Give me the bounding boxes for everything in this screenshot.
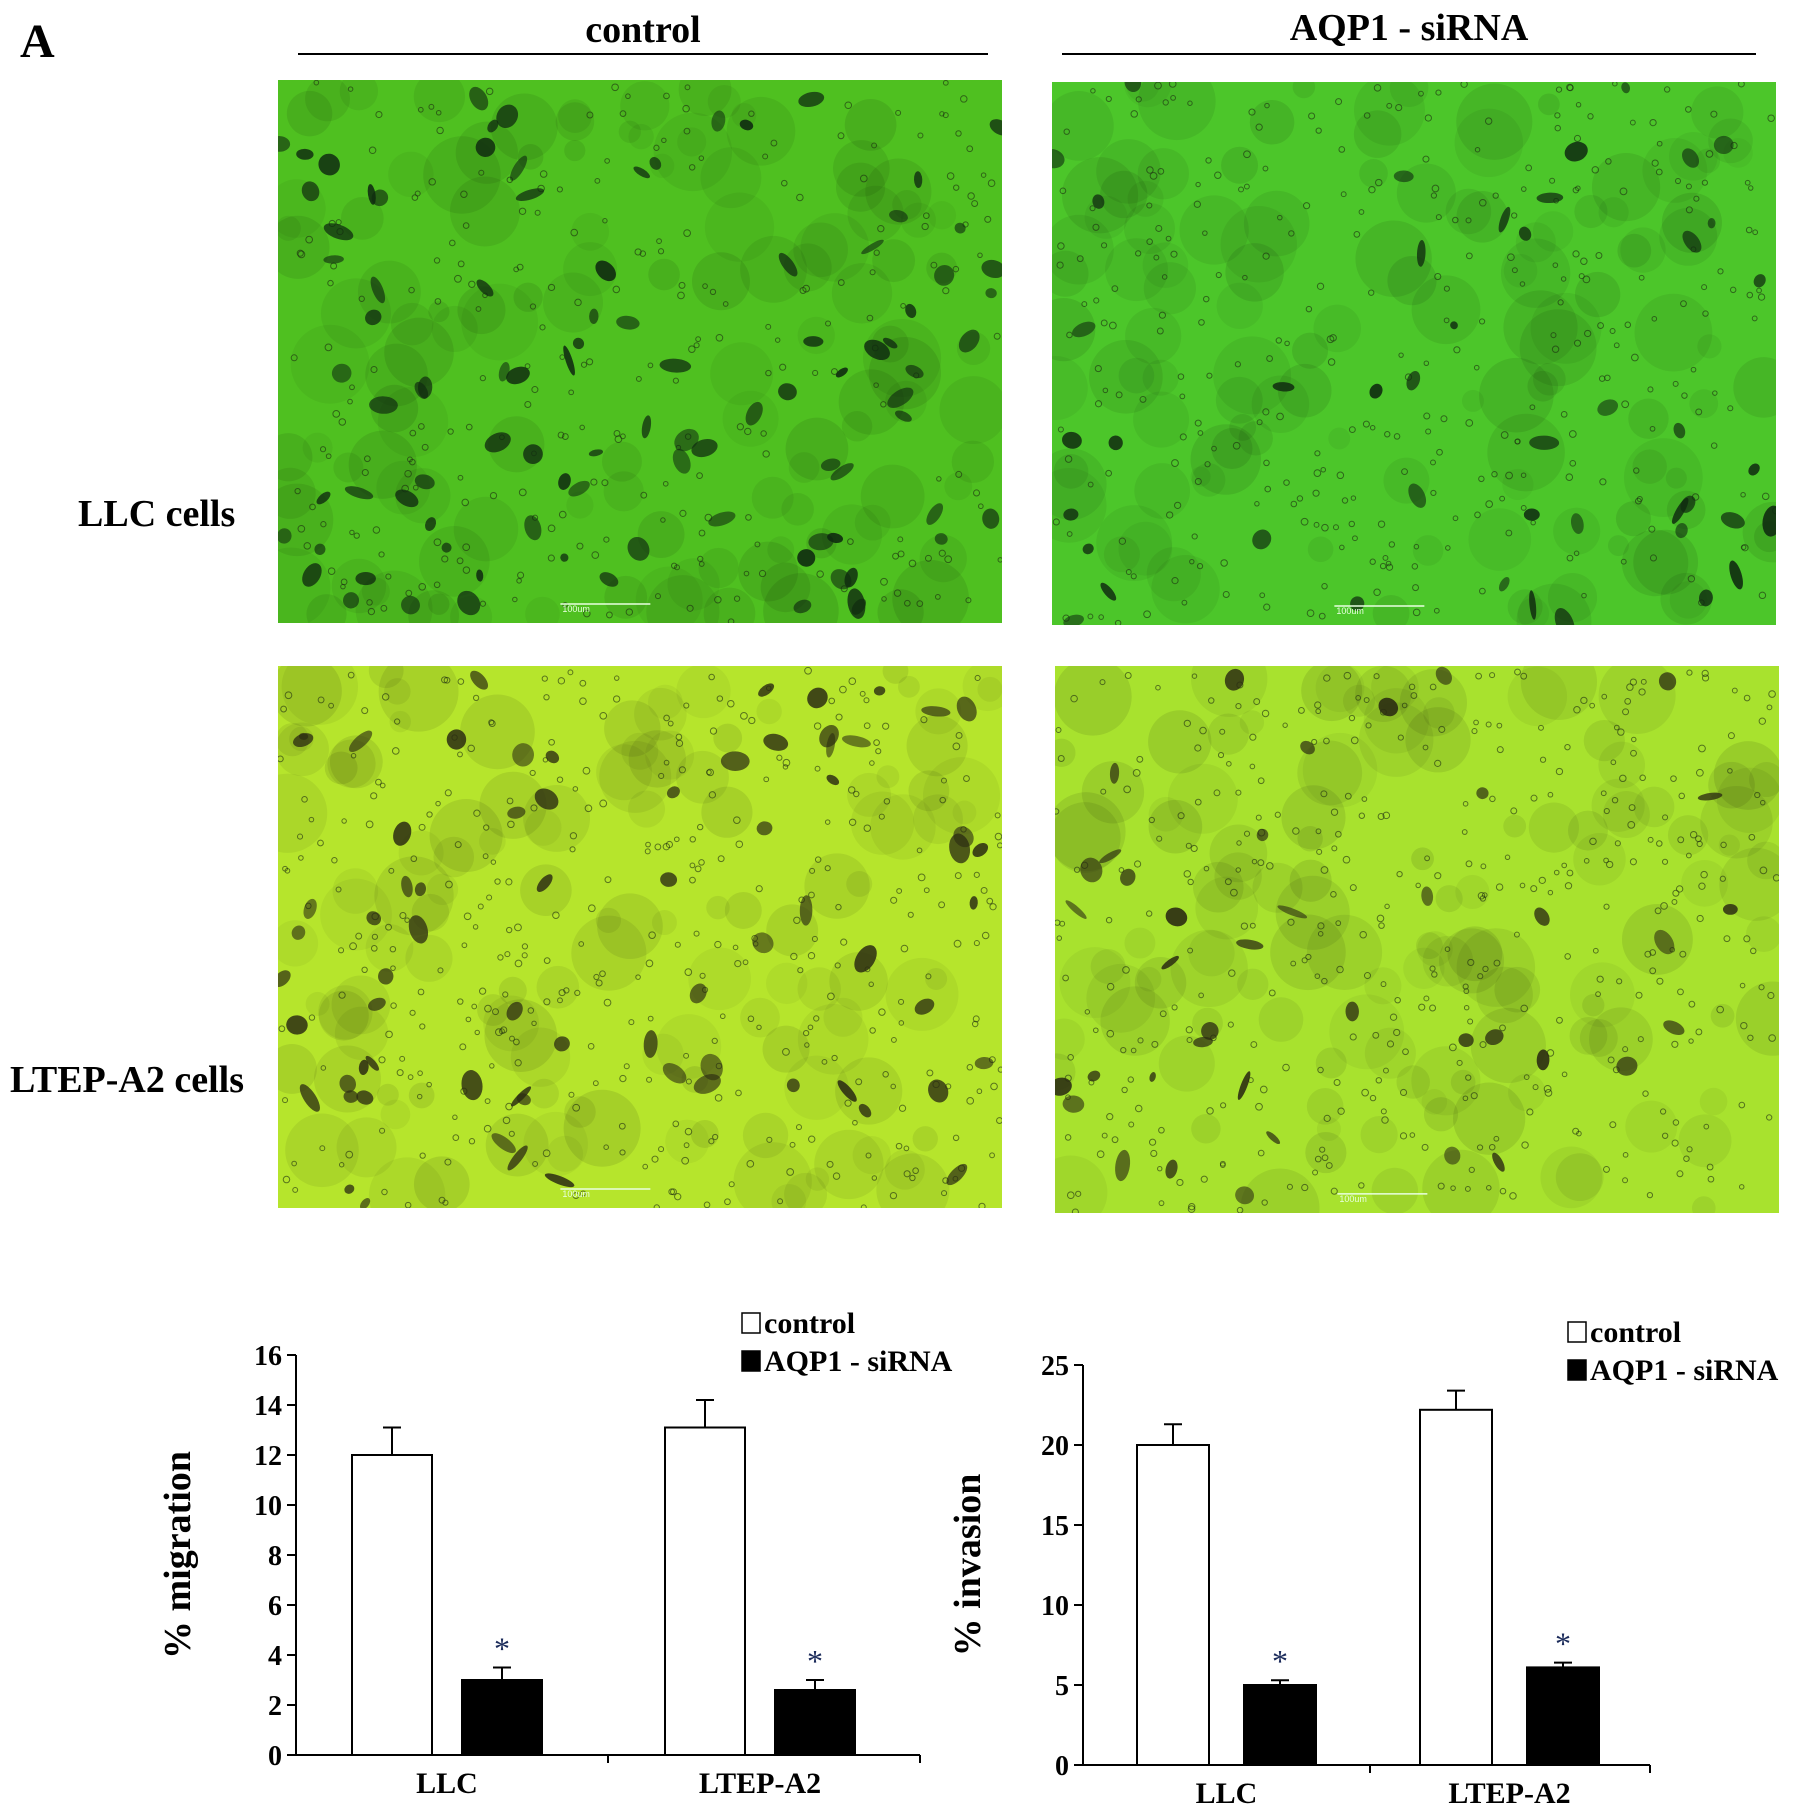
bar-control-ltep-a2 — [1419, 1408, 1493, 1767]
x-category-label: LLC — [416, 1767, 478, 1800]
bar-aqp1-sirna-llc — [461, 1679, 543, 1756]
scale-bar-label: 100um — [1336, 606, 1364, 616]
micrograph-ltep-sirna: 100um — [1055, 666, 1779, 1213]
micrograph-image: 100um — [278, 666, 1002, 1208]
y-tick-label: 0 — [1055, 1751, 1069, 1782]
row-label-llc: LLC cells — [78, 493, 236, 535]
micrograph-llc-sirna: 100um — [1052, 82, 1776, 625]
significance-marker: * — [494, 1631, 510, 1667]
y-tick-label: 8 — [268, 1541, 282, 1572]
y-axis-label: % invasion — [947, 1474, 989, 1657]
scale-bar-label: 100um — [1339, 1194, 1367, 1204]
y-tick-label: 0 — [268, 1741, 282, 1772]
legend-label-control: control — [764, 1307, 855, 1340]
significance-marker: * — [1555, 1626, 1571, 1662]
y-tick-label: 10 — [254, 1491, 282, 1522]
column-rule-control — [298, 53, 988, 55]
invasion-bar-chart: 0 5 10 15 20 25 * LLC * LTEP-A2 % invasion control A… — [947, 1316, 1779, 1809]
y-tick-label: 20 — [1041, 1431, 1069, 1462]
panel-letter: A — [20, 15, 55, 68]
y-tick-label: 14 — [254, 1391, 282, 1422]
y-tick-label: 2 — [268, 1691, 282, 1722]
significance-marker: * — [807, 1643, 823, 1679]
micrograph-image: 100um — [1055, 666, 1779, 1213]
bar-control-llc — [1136, 1444, 1210, 1766]
legend-swatch-control — [741, 1312, 761, 1334]
micrograph-image: 100um — [278, 80, 1002, 623]
y-axis-label: % migration — [157, 1451, 199, 1659]
bar-control-ltep-a2 — [664, 1426, 746, 1756]
column-rule-sirna — [1062, 53, 1756, 55]
bar-control-llc — [351, 1454, 433, 1756]
micrograph-image: 100um — [1052, 82, 1776, 625]
y-tick-label: 12 — [254, 1441, 282, 1472]
legend-swatch-control — [1567, 1321, 1587, 1343]
bar-aqp1-sirna-ltep-a2 — [1526, 1666, 1600, 1766]
legend-swatch-sirna — [741, 1350, 761, 1372]
micrograph-llc-control: 100um — [278, 80, 1002, 623]
legend-label-sirna: AQP1 - siRNA — [764, 1345, 953, 1378]
legend-label-control: control — [1590, 1316, 1681, 1349]
bar-aqp1-sirna-llc — [1243, 1684, 1317, 1766]
significance-marker: * — [1272, 1643, 1288, 1679]
y-tick-label: 5 — [1055, 1671, 1069, 1702]
scale-bar-label: 100um — [562, 604, 590, 614]
row-label-ltep: LTEP-A2 cells — [10, 1059, 244, 1101]
x-category-label: LTEP-A2 — [1448, 1777, 1570, 1809]
legend-swatch-sirna — [1567, 1359, 1587, 1381]
y-tick-label: 6 — [268, 1591, 282, 1622]
y-tick-label: 15 — [1041, 1511, 1069, 1542]
column-header-sirna: AQP1 - siRNA — [1289, 7, 1529, 49]
legend-label-sirna: AQP1 - siRNA — [1590, 1354, 1779, 1387]
y-tick-label: 4 — [268, 1641, 282, 1672]
scale-bar-label: 100um — [562, 1189, 590, 1199]
x-category-label: LTEP-A2 — [699, 1767, 821, 1800]
column-header-control: control — [585, 9, 701, 51]
micrograph-ltep-control: 100um — [278, 666, 1002, 1208]
bar-aqp1-sirna-ltep-a2 — [774, 1689, 856, 1756]
migration-bar-chart: 0 2 4 6 8 10 12 14 16 * LLC * LTEP-A2 % migration cont… — [157, 1307, 953, 1800]
x-category-label: LLC — [1196, 1777, 1258, 1809]
y-tick-label: 10 — [1041, 1591, 1069, 1622]
y-tick-label: 16 — [254, 1341, 282, 1372]
y-tick-label: 25 — [1041, 1351, 1069, 1382]
